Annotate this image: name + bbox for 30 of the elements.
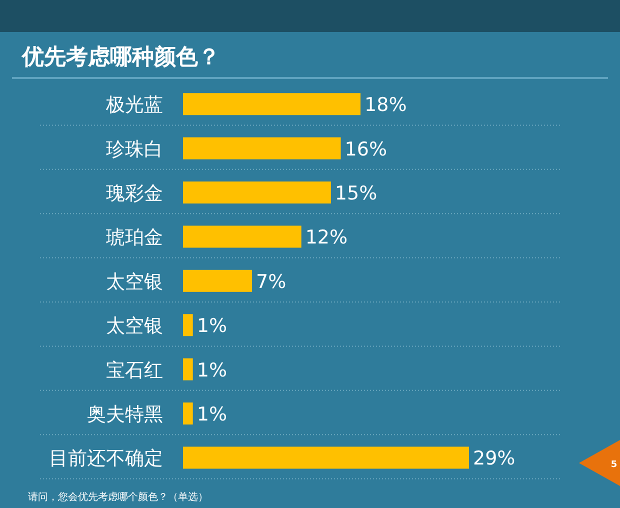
y-tick-label: 太空银 <box>106 270 163 293</box>
y-tick-label: 珍珠白 <box>106 138 163 160</box>
y-tick-label: 奥夫特黑 <box>87 404 163 426</box>
bar <box>183 314 193 336</box>
text: 5 <box>610 460 618 470</box>
data-label: 12% <box>305 226 348 249</box>
bar <box>183 402 193 424</box>
data-label: 29% <box>473 448 516 470</box>
bar <box>183 446 469 469</box>
data-label: 16% <box>344 138 388 160</box>
bar <box>183 93 361 116</box>
y-tick-label: 极光蓝 <box>105 94 163 116</box>
y-tick-label: 目前还不确定 <box>49 448 163 470</box>
bar <box>183 137 341 160</box>
bar <box>183 358 193 380</box>
data-label: 15% <box>334 182 378 204</box>
data-label: 1% <box>196 315 228 338</box>
y-tick-label: 太空银 <box>106 315 163 338</box>
data-label: 7% <box>256 270 286 293</box>
y-tick-label: 瑰彩金 <box>106 182 163 204</box>
y-tick-label: 琥珀金 <box>106 226 163 249</box>
y-tick-label: 宝石红 <box>106 359 163 382</box>
data-label: 1% <box>196 359 228 382</box>
bar <box>183 182 331 204</box>
bar <box>183 226 302 248</box>
bar <box>183 270 252 292</box>
data-label: 18% <box>364 94 407 116</box>
text: 请问，您会优先考虑哪个颜色？（单选） <box>28 491 208 503</box>
data-label: 1% <box>196 404 228 426</box>
chart-title: 优先考虑哪种颜色？ <box>21 44 220 70</box>
